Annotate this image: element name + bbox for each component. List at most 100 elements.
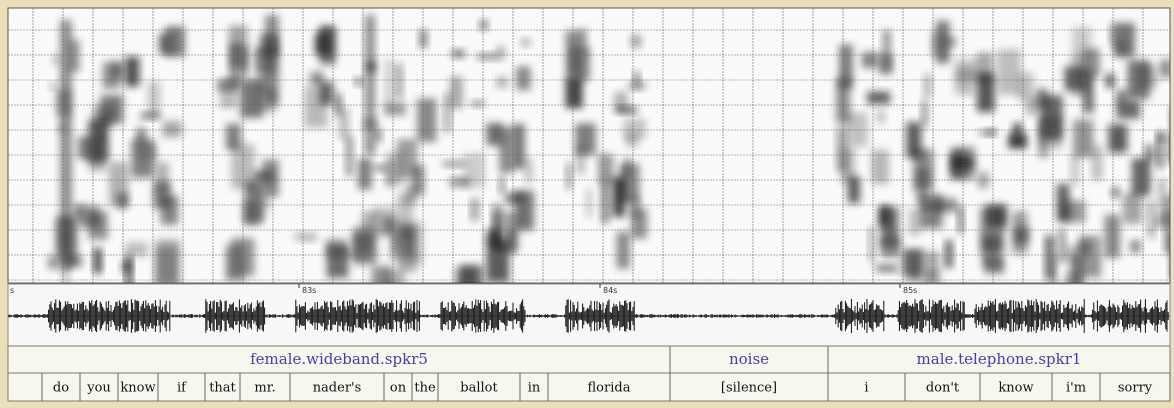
energy <box>997 49 1021 94</box>
energy <box>358 159 372 190</box>
energy <box>335 94 342 115</box>
energy <box>565 31 583 76</box>
energy <box>138 145 156 161</box>
energy <box>508 229 515 253</box>
energy <box>585 189 592 218</box>
segment-label: female.wideband.spkr5 <box>250 350 428 368</box>
energy <box>1123 193 1142 224</box>
annotation-tool: s83s84s85sfemale.wideband.spkr5noisemale… <box>0 0 1174 408</box>
word-label: in <box>528 381 541 396</box>
energy <box>936 198 957 212</box>
energy <box>94 248 102 274</box>
energy <box>516 66 531 90</box>
energy <box>450 177 469 187</box>
energy <box>862 52 878 68</box>
energy <box>1038 120 1048 158</box>
word-label: know <box>120 381 155 396</box>
energy <box>883 30 891 70</box>
energy <box>499 176 505 194</box>
energy <box>102 62 120 89</box>
segment-label: male.telephone.spkr1 <box>917 350 1082 368</box>
word-label: i'm <box>1066 381 1086 396</box>
energy <box>1160 60 1171 78</box>
energy <box>1132 158 1151 195</box>
energy <box>909 208 921 235</box>
energy <box>877 110 885 123</box>
energy <box>125 242 148 256</box>
word-label: sorry <box>1118 381 1153 396</box>
word-label: on <box>390 381 407 396</box>
energy <box>450 77 463 109</box>
energy <box>385 59 393 103</box>
energy <box>125 57 139 87</box>
energy <box>955 59 979 81</box>
energy <box>1148 201 1155 238</box>
energy <box>1105 74 1115 88</box>
time-label: 85s <box>903 286 917 295</box>
energy <box>353 232 377 264</box>
energy <box>631 35 641 48</box>
energy <box>452 50 465 58</box>
energy <box>881 238 900 257</box>
word-label: i <box>864 381 868 396</box>
energy <box>906 122 921 158</box>
energy <box>1109 124 1128 152</box>
energy <box>140 112 160 119</box>
segment-label: noise <box>729 350 769 368</box>
energy <box>109 162 129 206</box>
time-label: 84s <box>603 286 617 295</box>
energy <box>136 128 146 146</box>
energy <box>601 180 609 223</box>
word-label: know <box>998 381 1033 396</box>
energy <box>156 240 180 284</box>
energy <box>945 240 953 267</box>
energy <box>1158 179 1166 194</box>
energy <box>952 157 974 168</box>
energy <box>262 198 271 209</box>
energy <box>908 251 921 281</box>
energy <box>396 194 412 238</box>
energy <box>1130 240 1140 253</box>
word-label: do <box>53 381 69 396</box>
word-label: the <box>414 381 436 396</box>
energy <box>443 161 466 167</box>
energy <box>612 177 625 217</box>
energy <box>566 163 572 190</box>
energy <box>497 76 508 88</box>
energy <box>629 82 646 89</box>
energy <box>1025 97 1040 115</box>
energy <box>1157 132 1163 169</box>
energy <box>327 245 349 278</box>
energy <box>480 20 488 30</box>
energy <box>355 78 362 86</box>
energy <box>1058 229 1065 263</box>
energy <box>487 239 509 282</box>
energy <box>617 232 630 269</box>
energy <box>598 154 613 184</box>
time-label: 83s <box>302 286 316 295</box>
energy <box>345 137 353 177</box>
energy <box>295 233 317 241</box>
energy <box>365 15 375 155</box>
energy <box>148 82 161 116</box>
energy <box>1128 60 1150 99</box>
energy <box>984 256 1004 273</box>
energy <box>165 26 185 56</box>
word-label: that <box>209 381 236 396</box>
energy <box>395 64 402 99</box>
energy <box>977 73 994 112</box>
energy <box>1116 100 1140 119</box>
energy <box>163 121 182 137</box>
word-label: you <box>86 381 111 396</box>
energy <box>226 245 245 281</box>
energy <box>53 55 60 65</box>
energy <box>631 208 647 239</box>
energy <box>626 133 638 147</box>
word-label: if <box>177 381 187 396</box>
energy <box>265 15 279 105</box>
energy <box>220 77 237 108</box>
energy <box>1062 201 1085 223</box>
energy <box>1071 155 1080 185</box>
energy <box>565 76 582 108</box>
energy <box>931 32 945 56</box>
